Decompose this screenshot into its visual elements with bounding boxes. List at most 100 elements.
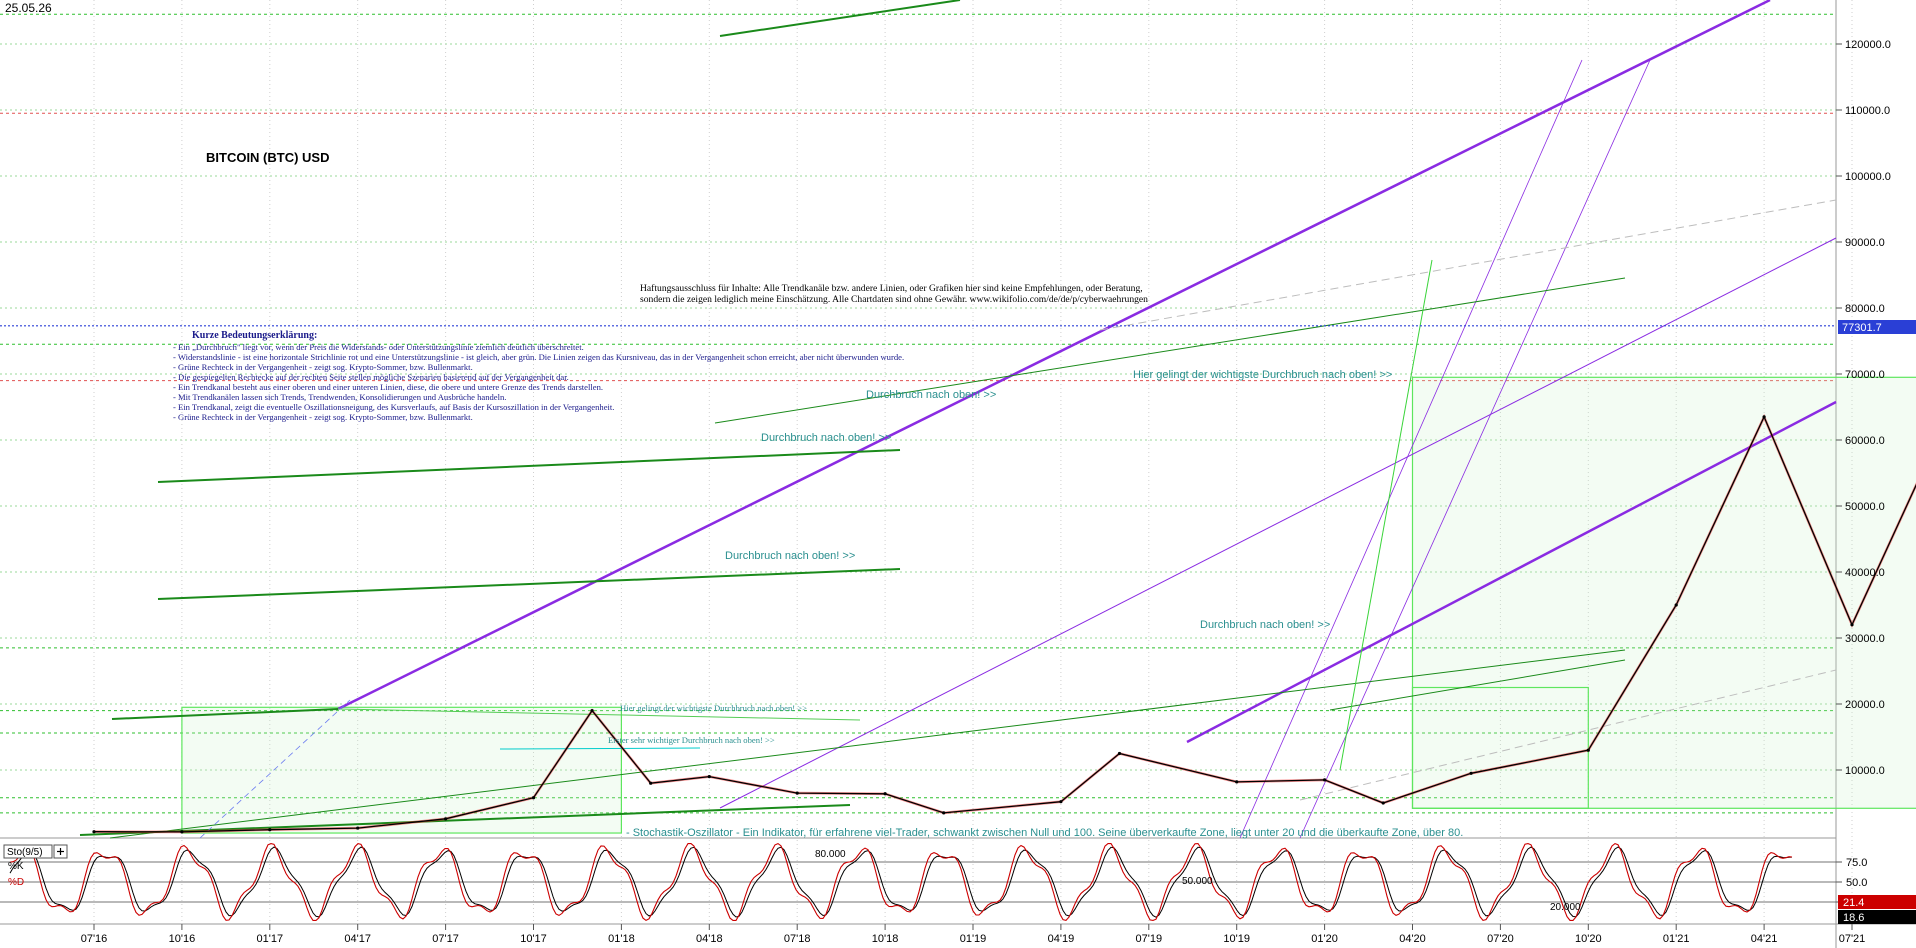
trend-line-7 — [157, 568, 901, 600]
y-tick-label-1: 20000.0 — [1845, 699, 1885, 711]
y-tick-label-11: 120000.0 — [1845, 39, 1891, 51]
stochastic-k-line — [9, 842, 1793, 922]
price-point-17 — [1469, 771, 1473, 775]
stochastic-name-box[interactable] — [3, 844, 53, 859]
disclaimer-line-1: Haftungsausschluss für Inhalte: Alle Tre… — [640, 283, 1143, 294]
price-series — [92, 413, 1916, 834]
stochastic-d-line — [9, 846, 1793, 918]
trend-line-16 — [199, 699, 351, 839]
x-tick-label-18: 01'21 — [1663, 933, 1690, 945]
stochastic-k-label: %K — [8, 861, 24, 872]
trend-line-4 — [1299, 59, 1651, 839]
y-tick-label-4: 50000.0 — [1845, 501, 1885, 513]
x-tick-label-16: 07'20 — [1487, 933, 1514, 945]
stochastic-panel: 75.050.025.0 — [0, 842, 1867, 922]
price-point-4 — [444, 817, 448, 821]
legend-line-8: - Grüne Rechteck in der Vergangenheit - … — [173, 412, 473, 422]
breakout-label-4: Durchbruch nach oben! >> — [866, 389, 996, 401]
y-tick-label-3: 40000.0 — [1845, 567, 1885, 579]
stochastic-note: - Stochastik-Oszillator - Ein Indikator,… — [626, 827, 1463, 839]
y-tick-label-7: 80000.0 — [1845, 303, 1885, 315]
breakout-label-1: Durchbruch nach oben! >> — [1200, 619, 1330, 631]
legend-title: Kurze Bedeutungserklärung: — [192, 330, 317, 341]
y-tick-label-10: 110000.0 — [1845, 105, 1890, 117]
y-tick-label-8: 90000.0 — [1845, 237, 1885, 249]
x-tick-label-2: 01'17 — [257, 933, 284, 945]
trend-line-18 — [1099, 199, 1837, 331]
price-point-9 — [795, 791, 799, 795]
x-tick-label-13: 10'19 — [1223, 933, 1250, 945]
stochastic-k-tag — [1838, 895, 1916, 909]
stochastic-level-20: 20.000 — [1550, 902, 1581, 913]
trend-line-14 — [337, 708, 861, 721]
price-point-14 — [1235, 780, 1239, 784]
price-point-12 — [1059, 800, 1063, 804]
trend-line-11 — [1329, 659, 1626, 711]
legend-line-5: - Ein Trendkanal besteht aus einer obere… — [173, 382, 603, 392]
x-tick-label-5: 10'17 — [520, 933, 547, 945]
x-tick-label-8: 07'18 — [784, 933, 811, 945]
trend-line-17 — [1299, 669, 1837, 801]
price-point-6 — [590, 709, 594, 713]
legend-line-3: - Grüne Rechteck in der Vergangenheit - … — [173, 362, 473, 372]
stochastic-level-50: 50.000 — [1182, 876, 1213, 887]
trend-line-3 — [1239, 59, 1583, 839]
x-tick-label-15: 04'20 — [1399, 933, 1426, 945]
trend-line-8 — [719, 0, 961, 37]
important-breakout-label: Hier gelingt der wichtigste Durchbruch n… — [1133, 369, 1392, 381]
legend-line-7: - Ein Trendkanal, zeigt die eventuelle O… — [173, 402, 614, 412]
price-point-2 — [268, 828, 272, 832]
price-point-19 — [1674, 603, 1678, 607]
legend-line-2: - Widerstandslinie - ist eine horizontal… — [173, 352, 904, 362]
y-tick-label-5: 60000.0 — [1845, 435, 1885, 447]
price-point-16 — [1381, 801, 1385, 805]
time-axis: 07'16 10'16 01'17 04'17 07'17 10'17 01'18 04'18… — [81, 924, 1865, 945]
breakout-label-2: Durchbruch nach oben! >> — [725, 550, 855, 562]
important-breakout-small-label: Hier gelingt der wichtigste Durchbruch n… — [620, 703, 807, 713]
price-point-21 — [1850, 623, 1854, 627]
trend-lines — [79, 0, 1837, 839]
trend-line-6 — [157, 449, 901, 483]
trend-line-15 — [499, 747, 701, 750]
price-point-13 — [1117, 751, 1122, 756]
x-tick-label-7: 04'18 — [696, 933, 723, 945]
bull-market-box-1 — [1411, 376, 1916, 809]
bull-market-rectangles — [181, 376, 1916, 834]
x-tick-label-12: 07'19 — [1136, 933, 1163, 945]
x-tick-label-10: 01'19 — [960, 933, 987, 945]
trend-line-10 — [714, 277, 1626, 424]
legend-box: Kurze Bedeutungserklärung: - Ein „Durchb… — [173, 330, 904, 422]
stochastic-k-value: 21.4 — [1843, 897, 1864, 909]
price-axis: 10000.0 20000.0 30000.0 40000.0 50000.0 60000… — [1836, 39, 1891, 777]
trend-line-12 — [109, 649, 1626, 839]
stochastic-d-label: %D — [8, 877, 24, 888]
bull-market-box-0 — [181, 706, 622, 834]
stochastic-level-80: 80.000 — [815, 849, 846, 860]
price-point-8 — [707, 775, 711, 779]
stochastic-d-value: 18.6 — [1843, 912, 1864, 924]
price-panel-bg — [0, 0, 1836, 838]
x-tick-label-6: 01'18 — [608, 933, 635, 945]
legend-line-1: - Ein „Durchbruch" liegt vor, wenn der P… — [173, 342, 584, 352]
breakout-label-3: Durchbruch nach oben! >> — [761, 432, 891, 444]
chart-title: BITCOIN (BTC) USD — [206, 150, 330, 165]
stoch-tick-label-1: 50.0 — [1846, 877, 1867, 889]
trend-line-13 — [1339, 259, 1433, 771]
disclaimer-line-2: sondern die zeigen lediglich meine Einsc… — [640, 294, 1148, 305]
y-tick-label-9: 100000.0 — [1845, 171, 1891, 183]
y-tick-label-6: 70000.0 — [1845, 369, 1885, 381]
x-tick-label-0: 07'16 — [81, 933, 108, 945]
x-tick-label-14: 01'20 — [1311, 933, 1338, 945]
price-point-7 — [649, 781, 653, 785]
legend-line-6: - Mit Trendkanälen lassen sich Trends, T… — [173, 392, 506, 402]
first-breakout-label: Erster sehr wichtiger Durchbruch nach ob… — [608, 735, 775, 745]
x-tick-label-17: 10'20 — [1575, 933, 1602, 945]
trend-line-0 — [337, 0, 1771, 711]
price-point-20 — [1762, 415, 1766, 419]
date-label: 25.05.26 — [5, 1, 52, 15]
trend-line-5 — [111, 708, 339, 720]
trend-line-1 — [1186, 400, 1837, 744]
price-point-10 — [883, 792, 887, 796]
price-point-0 — [92, 830, 96, 834]
